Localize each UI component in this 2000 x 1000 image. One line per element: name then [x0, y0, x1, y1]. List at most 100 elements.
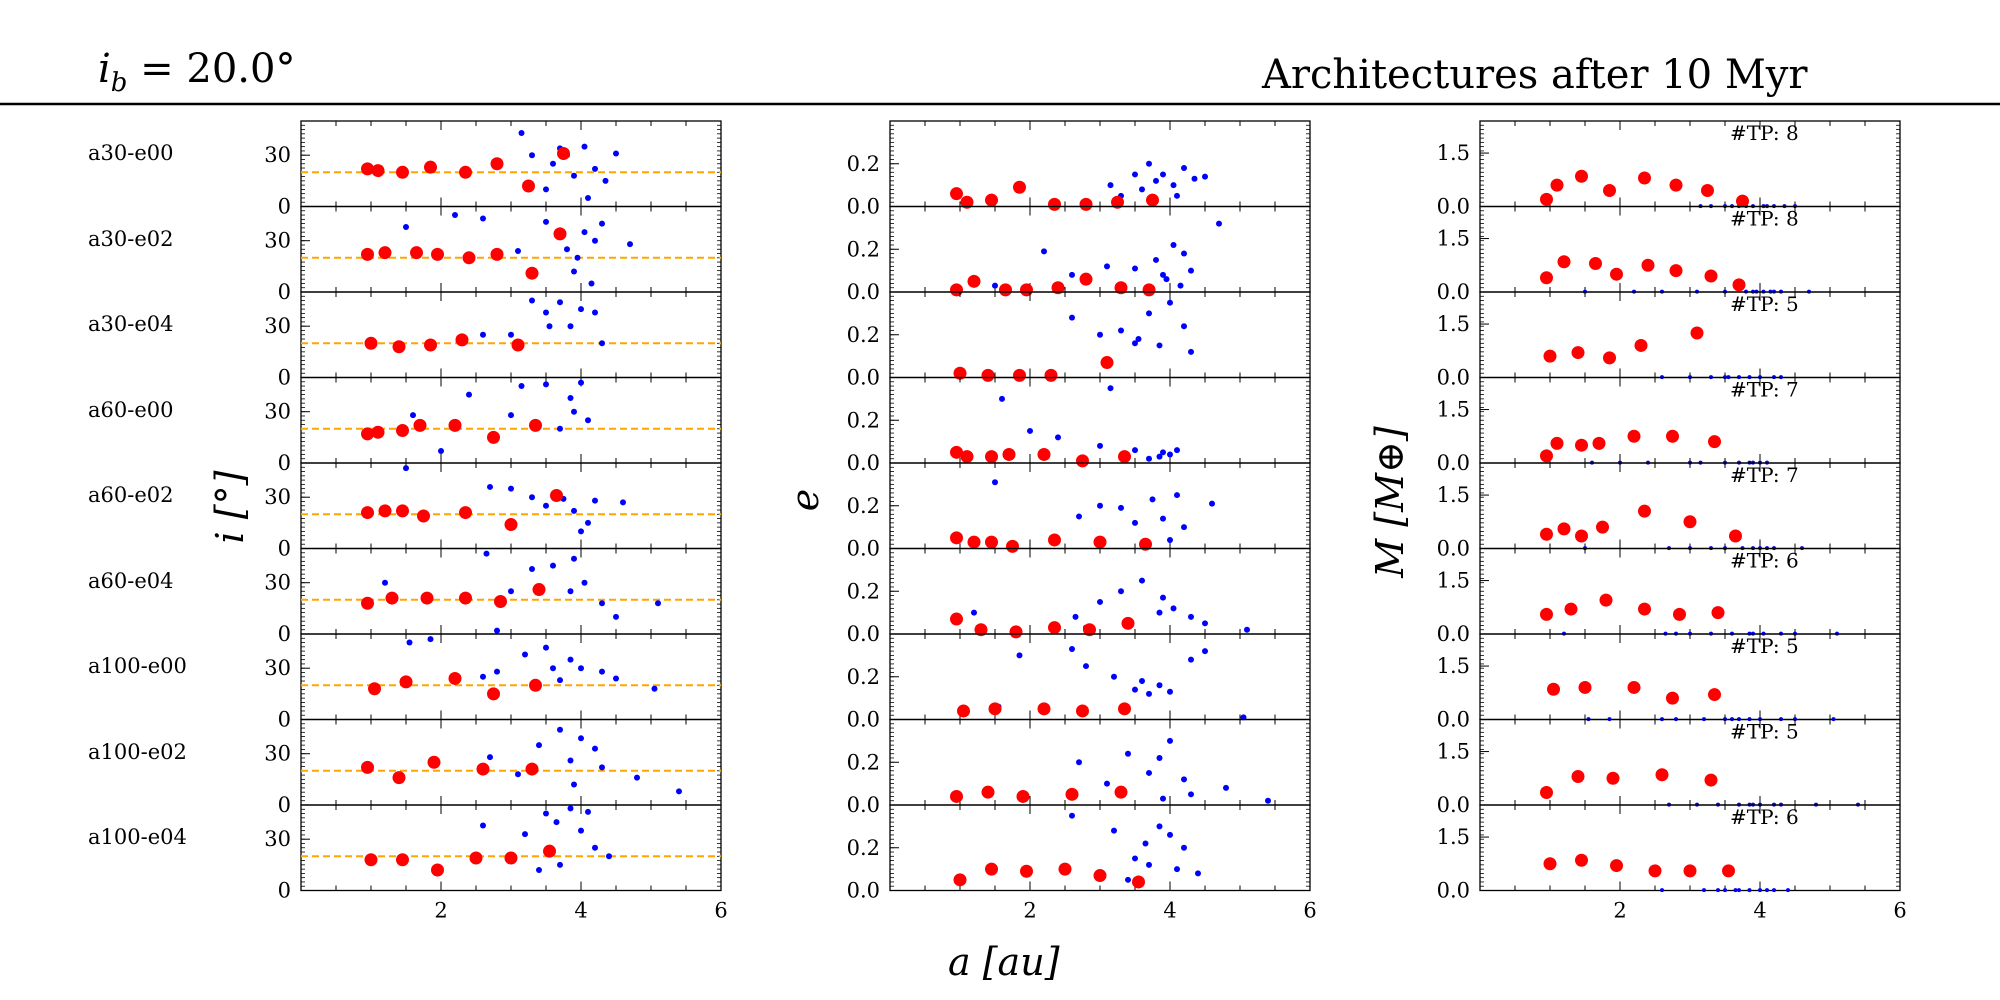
y-tick-label: 0.2: [847, 579, 880, 603]
test-particle-point: [1097, 442, 1103, 449]
y-tick-label: 0: [278, 793, 291, 817]
test-particle-point: [585, 417, 591, 424]
planet-point: [1732, 278, 1746, 292]
test-particle-point: [602, 177, 609, 184]
test-particle-point: [529, 152, 535, 159]
test-particle-point: [578, 827, 584, 834]
planet-point: [1704, 773, 1718, 787]
test-particle-point: [1163, 276, 1170, 283]
planet-point: [1701, 183, 1714, 197]
planet-point: [553, 227, 567, 241]
test-particle-point: [1191, 175, 1198, 182]
test-particle-point: [427, 636, 434, 643]
test-particle-point: [1167, 536, 1173, 543]
planet-point: [985, 193, 998, 207]
test-particle-point: [1181, 524, 1187, 531]
planet-point: [396, 504, 409, 518]
planet-point: [1132, 875, 1145, 889]
test-particle-point: [480, 331, 486, 338]
planet-point: [1118, 702, 1131, 716]
row-label: a60-e02: [88, 483, 174, 507]
test-particle-point: [406, 639, 413, 646]
planet-point: [487, 430, 500, 444]
planet-point: [410, 246, 423, 260]
inclination-panel-a30-e02: 0 30: [264, 205, 722, 304]
test-particle-point: [553, 819, 560, 826]
x-tick-label: 2: [434, 899, 447, 923]
planet-point: [427, 755, 441, 769]
planet-point: [1044, 368, 1058, 382]
planet-point: [950, 531, 963, 545]
test-particle-point: [1156, 823, 1163, 830]
test-particle-point: [1107, 385, 1114, 392]
test-particle-point: [1188, 791, 1194, 798]
test-particle-point: [1156, 609, 1163, 616]
test-particle-point: [1072, 613, 1079, 620]
test-particle-point: [567, 395, 574, 402]
row-label: a100-e00: [88, 654, 187, 678]
planet-point: [950, 789, 963, 803]
planet-point: [1037, 702, 1051, 716]
test-particle-point: [1118, 588, 1124, 595]
test-particle-point: [1170, 241, 1177, 248]
tp-count-label: #TP: 5: [1730, 720, 1799, 744]
x-tick-label: 6: [1303, 899, 1316, 923]
test-particle-point: [529, 297, 535, 304]
planet-point: [1575, 169, 1588, 183]
planet-point: [1114, 785, 1128, 799]
planet-point: [1020, 864, 1033, 878]
tp-count-label: #TP: 5: [1730, 292, 1799, 316]
test-particle-point: [1758, 888, 1762, 893]
planet-point: [525, 266, 539, 280]
planet-point: [1603, 351, 1616, 365]
test-particle-point: [494, 627, 500, 634]
panel-frame: [1479, 376, 1901, 464]
test-particle-point: [508, 588, 514, 595]
eccentricity-panel-a60-e04: 0.0 0.2: [847, 547, 1311, 646]
test-particle-point: [550, 665, 556, 672]
planet-point: [396, 424, 409, 438]
eccentricity-panel-a100-e02: 0.0 0.2: [847, 718, 1311, 817]
planet-point: [1093, 869, 1107, 883]
test-particle-point: [1202, 620, 1208, 627]
tp-count-label: #TP: 5: [1730, 634, 1799, 658]
planet-point: [1708, 688, 1721, 702]
planet-point: [953, 873, 967, 887]
test-particle-point: [1772, 888, 1776, 893]
test-particle-point: [494, 668, 500, 675]
planet-point: [385, 591, 399, 605]
planet-point: [396, 853, 409, 867]
planet-point: [476, 762, 490, 776]
panel-frame: [1479, 633, 1901, 721]
planet-point: [1111, 195, 1124, 209]
planet-point: [1666, 691, 1679, 705]
test-particle-point: [606, 853, 612, 860]
y-tick-label: 0.0: [1437, 195, 1470, 219]
planet-point: [371, 164, 385, 178]
planet-point: [1564, 602, 1578, 616]
planet-point: [981, 368, 995, 382]
test-particle-point: [1156, 342, 1163, 349]
planet-point: [1655, 768, 1669, 782]
y-tick-label: 1.5: [1437, 398, 1470, 422]
inclination-panel-a60-e00: 0 30: [264, 376, 722, 475]
planet-point: [448, 671, 462, 685]
test-particle-point: [1195, 870, 1201, 877]
y-tick-label: 30: [264, 314, 291, 338]
planet-point: [1065, 787, 1079, 801]
row-label: a30-e02: [88, 226, 174, 251]
test-particle-point: [1702, 888, 1706, 893]
test-particle-point: [567, 757, 574, 764]
planet-point: [462, 251, 476, 265]
test-particle-point: [581, 143, 588, 150]
panel-frame: [300, 633, 722, 721]
test-particle-point: [1160, 795, 1166, 802]
planet-point: [1114, 281, 1128, 295]
planet-point: [1638, 504, 1651, 518]
planet-point: [1550, 436, 1564, 450]
test-particle-point: [1118, 504, 1124, 511]
planet-point: [999, 283, 1012, 297]
y-tick-label: 0.0: [847, 793, 880, 817]
inclination-panel-a100-e04: 0 30 2 4 6: [264, 804, 728, 923]
y-tick-label: 0.0: [847, 451, 880, 475]
